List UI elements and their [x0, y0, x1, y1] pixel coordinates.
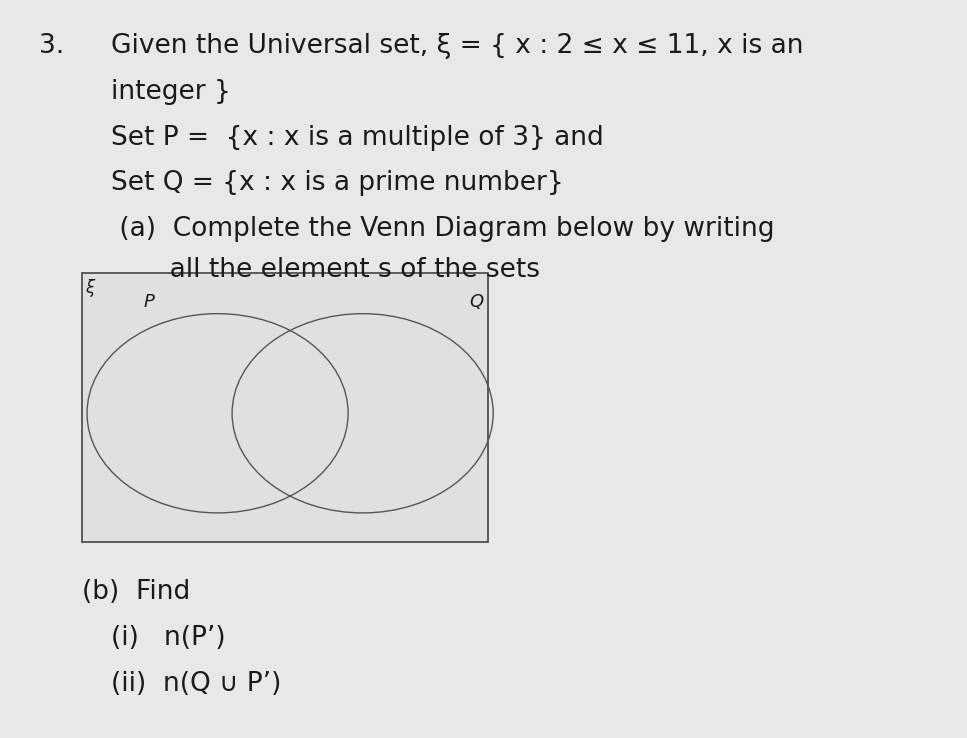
Text: all the element s of the sets: all the element s of the sets	[111, 257, 541, 283]
Text: 3.: 3.	[39, 33, 64, 59]
Bar	[82, 273, 488, 542]
Text: (i)   n(P’): (i) n(P’)	[111, 625, 226, 651]
Text: Q: Q	[469, 293, 484, 311]
Text: integer }: integer }	[111, 79, 231, 105]
Text: Set Q = {x : x is a prime number}: Set Q = {x : x is a prime number}	[111, 170, 564, 196]
Text: ξ: ξ	[85, 279, 95, 297]
Text: Set P =  {x : x is a multiple of 3} and: Set P = {x : x is a multiple of 3} and	[111, 125, 604, 151]
Text: Given the Universal set, ξ = { x : 2 ≤ x ≤ 11, x is an: Given the Universal set, ξ = { x : 2 ≤ x…	[111, 33, 804, 59]
Text: (ii)  n(Q ∪ P’): (ii) n(Q ∪ P’)	[111, 671, 281, 697]
Text: (a)  Complete the Venn Diagram below by writing: (a) Complete the Venn Diagram below by w…	[111, 216, 775, 242]
Text: P: P	[143, 293, 154, 311]
Text: (b)  Find: (b) Find	[82, 579, 190, 605]
